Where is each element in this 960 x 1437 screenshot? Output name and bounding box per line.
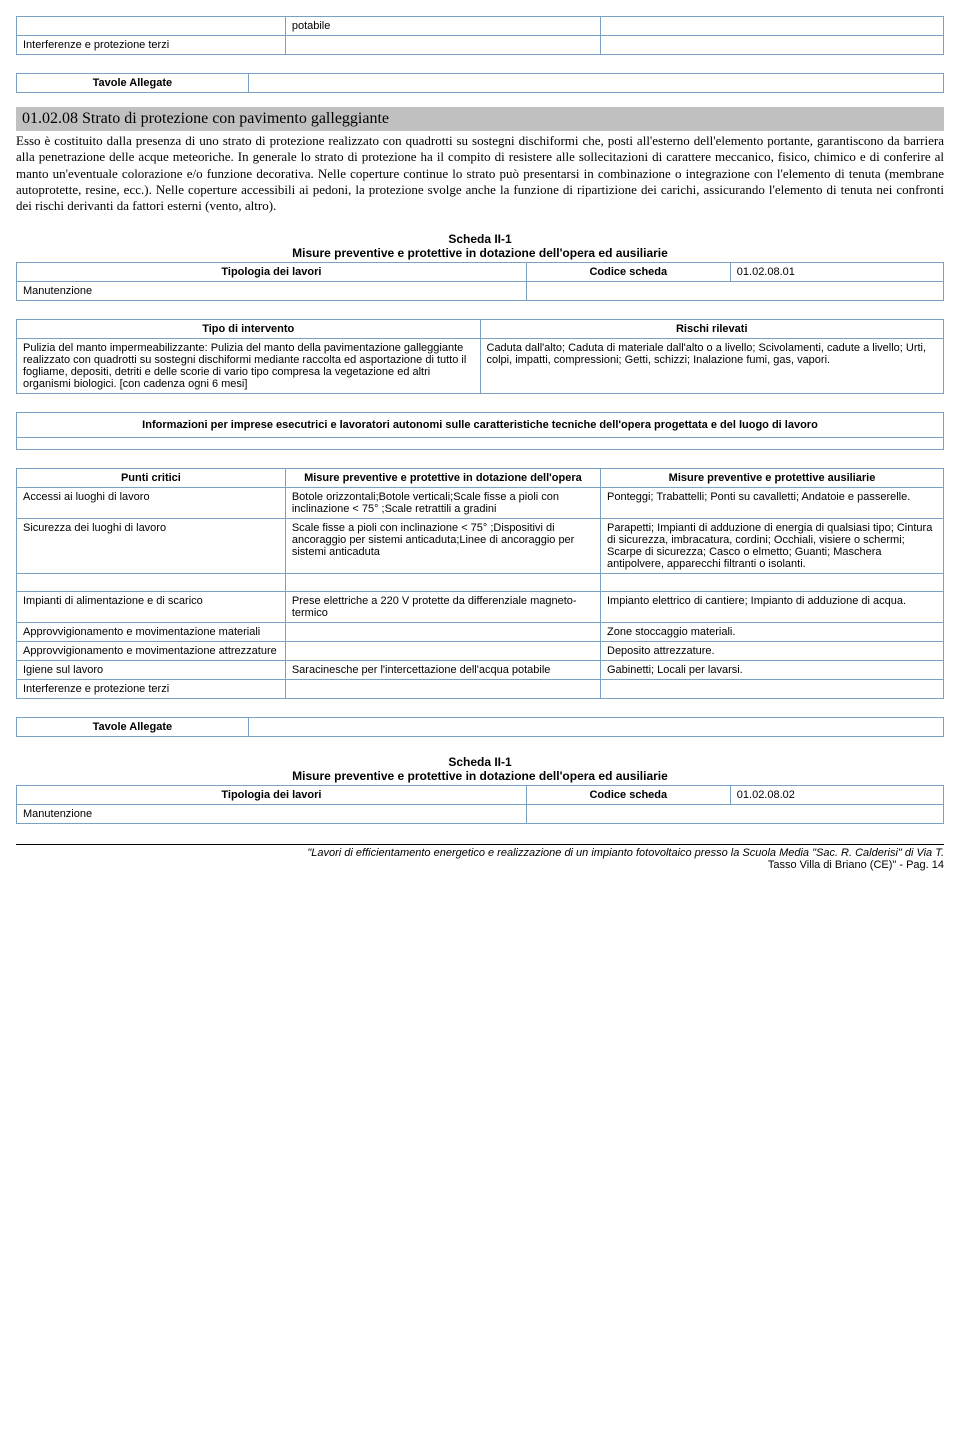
manutenzione-1: Manutenzione <box>17 282 527 301</box>
scheda1-table: Tipologia dei lavori Codice scheda 01.02… <box>16 262 944 301</box>
scheda2-title: Scheda II-1 <box>16 755 944 769</box>
rischi-text: Caduta dall'alto; Caduta di materiale da… <box>480 339 944 394</box>
info-banner-table: Informazioni per imprese esecutrici e la… <box>16 412 944 450</box>
top-potabile: potabile <box>285 17 600 36</box>
manutenzione-2: Manutenzione <box>17 805 527 824</box>
table-row: Impianti di alimentazione e di scarico P… <box>17 592 944 623</box>
tipo-intervento-table: Tipo di intervento Rischi rilevati Puliz… <box>16 319 944 394</box>
tavole-label: Tavole Allegate <box>17 74 249 93</box>
codice-value-2: 01.02.08.02 <box>730 786 943 805</box>
codice-value: 01.02.08.01 <box>730 263 943 282</box>
tipo-intervento-hdr: Tipo di intervento <box>17 320 481 339</box>
table-row: Interferenze e protezione terzi <box>17 680 944 699</box>
scheda2-table: Tipologia dei lavori Codice scheda 01.02… <box>16 785 944 824</box>
tipologia-label-2: Tipologia dei lavori <box>17 786 527 805</box>
tavole-allegate-2: Tavole Allegate <box>16 717 944 737</box>
scheda2-subtitle: Misure preventive e protettive in dotazi… <box>16 769 944 783</box>
section-heading: 01.02.08 Strato di protezione con pavime… <box>16 107 944 131</box>
table-row: Approvvigionamento e movimentazione mate… <box>17 623 944 642</box>
table-row: Accessi ai luoghi di lavoro Botole orizz… <box>17 488 944 519</box>
scheda1-subtitle: Misure preventive e protettive in dotazi… <box>16 246 944 260</box>
table-row: Igiene sul lavoro Saracinesche per l'int… <box>17 661 944 680</box>
pc-h3: Misure preventive e protettive ausiliari… <box>601 469 944 488</box>
pc-h2: Misure preventive e protettive in dotazi… <box>285 469 600 488</box>
top-interferenze: Interferenze e protezione terzi <box>17 36 286 55</box>
rischi-hdr: Rischi rilevati <box>480 320 944 339</box>
tipo-intervento-text: Pulizia del manto impermeabilizzante: Pu… <box>17 339 481 394</box>
table-row: Sicurezza dei luoghi di lavoro Scale fis… <box>17 519 944 574</box>
tavole-label-2: Tavole Allegate <box>17 718 249 737</box>
tipologia-label: Tipologia dei lavori <box>17 263 527 282</box>
footer-line1: "Lavori di efficientamento energetico e … <box>16 847 944 859</box>
tavole-allegate-1: Tavole Allegate <box>16 73 944 93</box>
scheda1-title: Scheda II-1 <box>16 232 944 246</box>
codice-label-2: Codice scheda <box>526 786 730 805</box>
table-row: Approvvigionamento e movimentazione attr… <box>17 642 944 661</box>
info-banner: Informazioni per imprese esecutrici e la… <box>17 413 944 438</box>
pc-h1: Punti critici <box>17 469 286 488</box>
codice-label: Codice scheda <box>526 263 730 282</box>
footer-line2: Tasso Villa di Briano (CE)" - Pag. 14 <box>16 859 944 871</box>
table-row <box>17 574 944 592</box>
section-body: Esso è costituito dalla presenza di uno … <box>16 133 944 214</box>
top-table: potabile Interferenze e protezione terzi <box>16 16 944 55</box>
page-footer: "Lavori di efficientamento energetico e … <box>16 844 944 871</box>
punti-critici-table: Punti critici Misure preventive e protet… <box>16 468 944 699</box>
